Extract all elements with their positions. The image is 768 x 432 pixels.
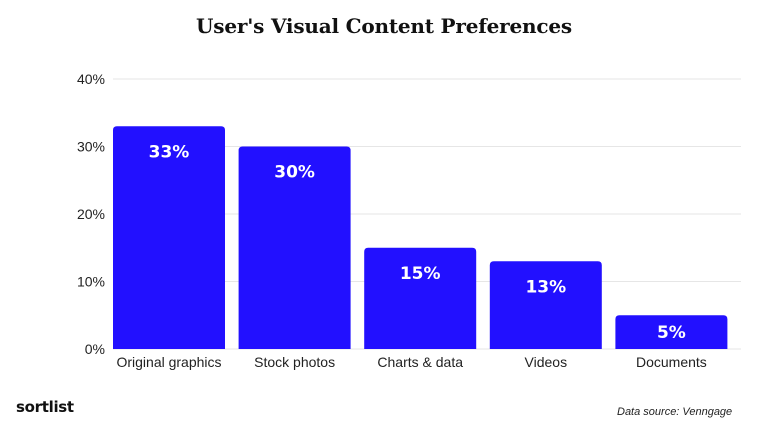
x-category-label: Stock photos <box>254 354 335 370</box>
x-category-label: Documents <box>636 354 707 370</box>
bar <box>238 146 351 349</box>
data-labels: 33% 30% 15% 13% 5% <box>149 142 686 343</box>
y-tick-label: 20% <box>77 206 105 222</box>
chart-title: User's Visual Content Preferences <box>196 14 572 38</box>
bar <box>489 261 602 349</box>
bar <box>615 315 728 349</box>
y-tick-label: 0% <box>85 341 105 357</box>
y-tick-label: 40% <box>77 71 105 87</box>
data-source-note: Data source: Venngage <box>617 406 733 418</box>
brand-logo: sortlist <box>16 398 74 416</box>
bar <box>113 126 225 349</box>
data-label: 13% <box>525 277 566 297</box>
data-label: 15% <box>400 264 441 284</box>
y-tick-label: 10% <box>77 274 105 290</box>
data-label: 33% <box>149 142 190 162</box>
y-tick-label: 30% <box>77 139 105 155</box>
x-category-label: Charts & data <box>377 354 463 370</box>
x-category-label: Videos <box>525 354 568 370</box>
bar <box>364 247 477 349</box>
x-category-label: Original graphics <box>116 354 221 370</box>
data-label: 30% <box>274 163 315 183</box>
bars <box>113 126 728 349</box>
x-axis-categories: Original graphics Stock photos Charts & da… <box>116 354 706 370</box>
y-axis-ticks: 0% 10% 20% 30% 40% <box>77 71 105 357</box>
data-label: 5% <box>657 323 686 343</box>
